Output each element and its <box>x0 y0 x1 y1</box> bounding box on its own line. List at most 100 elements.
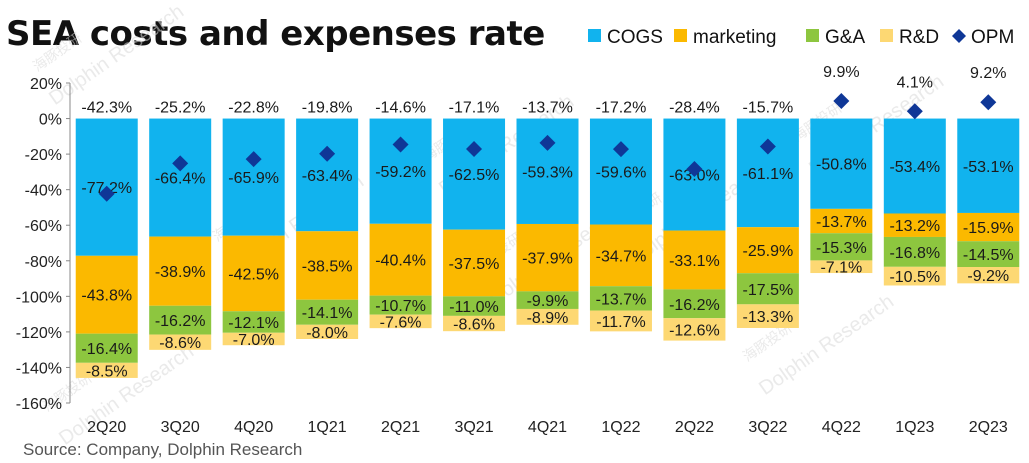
y-tick-label: 0% <box>39 112 62 129</box>
data-label: -40.4% <box>375 253 426 270</box>
bar-cogs <box>443 118 506 230</box>
data-label: -59.2% <box>375 164 426 181</box>
opm-marker <box>98 185 115 202</box>
data-label: -33.1% <box>669 253 720 270</box>
bar-cogs <box>149 118 212 237</box>
data-label: -7.6% <box>380 314 422 331</box>
bar-cogs <box>296 118 359 232</box>
data-label: -13.2% <box>889 218 940 235</box>
opm-marker <box>906 103 923 120</box>
y-tick-label: -80% <box>25 254 62 271</box>
legend-swatch <box>806 29 819 42</box>
bar-rd <box>810 260 873 274</box>
bar-rd <box>883 266 946 286</box>
data-label: -16.4% <box>81 341 132 358</box>
bar-marketing <box>957 212 1020 242</box>
bar-ga <box>589 286 652 311</box>
bar-rd <box>222 332 285 346</box>
opm-label: 9.9% <box>823 64 859 81</box>
data-label: -12.6% <box>669 322 720 339</box>
bar-rd <box>443 315 506 332</box>
opm-label: -15.7% <box>743 100 794 117</box>
bar-marketing <box>296 231 359 300</box>
y-tick-label: -120% <box>16 325 62 342</box>
x-tick-label: 1Q22 <box>601 419 640 436</box>
bar-ga <box>957 241 1020 267</box>
legend-label: marketing <box>693 27 776 48</box>
data-label: -15.3% <box>816 240 867 257</box>
bar-cogs <box>736 118 799 228</box>
data-label: -10.5% <box>889 269 940 286</box>
bar-ga <box>810 233 873 261</box>
data-label: -14.5% <box>963 247 1014 264</box>
bar-marketing <box>883 213 946 237</box>
opm-label: -25.2% <box>155 100 206 117</box>
x-tick-label: 2Q23 <box>969 419 1008 436</box>
data-label: -10.7% <box>375 298 426 315</box>
opm-marker <box>466 140 483 157</box>
bar-ga <box>369 295 432 315</box>
opm-label: -17.2% <box>596 100 647 117</box>
data-label: -53.1% <box>963 159 1014 176</box>
data-label: -43.8% <box>81 288 132 305</box>
bar-rd <box>75 362 138 378</box>
legend-swatch <box>588 29 601 42</box>
bar-rd <box>736 304 799 328</box>
opm-marker <box>245 151 262 168</box>
data-label: -63.4% <box>302 168 353 185</box>
x-tick-label: 3Q21 <box>454 419 493 436</box>
opm-marker <box>172 155 189 172</box>
bar-cogs <box>810 118 873 209</box>
data-label: -17.5% <box>743 282 794 299</box>
opm-marker <box>319 145 336 162</box>
opm-marker <box>759 138 776 155</box>
bar-cogs <box>369 118 432 224</box>
data-label: -59.3% <box>522 164 573 181</box>
opm-marker <box>612 141 629 158</box>
legend-label: G&A <box>825 27 865 48</box>
watermark-text: Dolphin Research <box>45 0 188 109</box>
data-label: -8.6% <box>159 335 201 352</box>
x-tick-label: 4Q21 <box>528 419 567 436</box>
watermark-text-cn: 海豚投研 <box>30 29 85 74</box>
data-label: -59.6% <box>596 165 647 182</box>
data-label: -34.7% <box>596 248 647 265</box>
bar-rd <box>957 267 1020 284</box>
data-label: -50.8% <box>816 157 867 174</box>
bar-rd <box>589 310 652 332</box>
legend-opm-icon <box>952 29 966 43</box>
x-tick-label: 3Q22 <box>748 419 787 436</box>
bar-marketing <box>663 230 726 290</box>
bar-ga <box>75 333 138 363</box>
data-label: -14.1% <box>302 305 353 322</box>
y-tick-label: -60% <box>25 218 62 235</box>
bar-rd <box>663 318 726 341</box>
bar-marketing <box>810 208 873 234</box>
data-label: -8.5% <box>86 363 128 380</box>
bar-rd <box>296 324 359 339</box>
bar-cogs <box>222 118 285 236</box>
data-label: -53.4% <box>889 159 940 176</box>
legend-swatch <box>880 29 893 42</box>
data-label: -16.2% <box>669 297 720 314</box>
data-label: -8.9% <box>527 310 569 327</box>
data-label: -8.6% <box>453 317 495 334</box>
bar-ga <box>883 236 946 267</box>
data-label: -12.1% <box>228 315 279 332</box>
data-label: -25.9% <box>743 243 794 260</box>
bar-cogs <box>883 118 946 214</box>
opm-marker <box>686 161 703 178</box>
bar-marketing <box>369 223 432 296</box>
y-tick-label: -40% <box>25 183 62 200</box>
bar-cogs <box>957 118 1020 213</box>
data-label: -16.8% <box>889 245 940 262</box>
opm-marker <box>539 134 556 151</box>
bar-rd <box>149 334 212 350</box>
data-label: -16.2% <box>155 313 206 330</box>
legend-label: R&D <box>899 27 939 48</box>
legend-label: COGS <box>607 27 663 48</box>
data-label: -37.5% <box>449 256 500 273</box>
data-label: -66.4% <box>155 171 206 188</box>
